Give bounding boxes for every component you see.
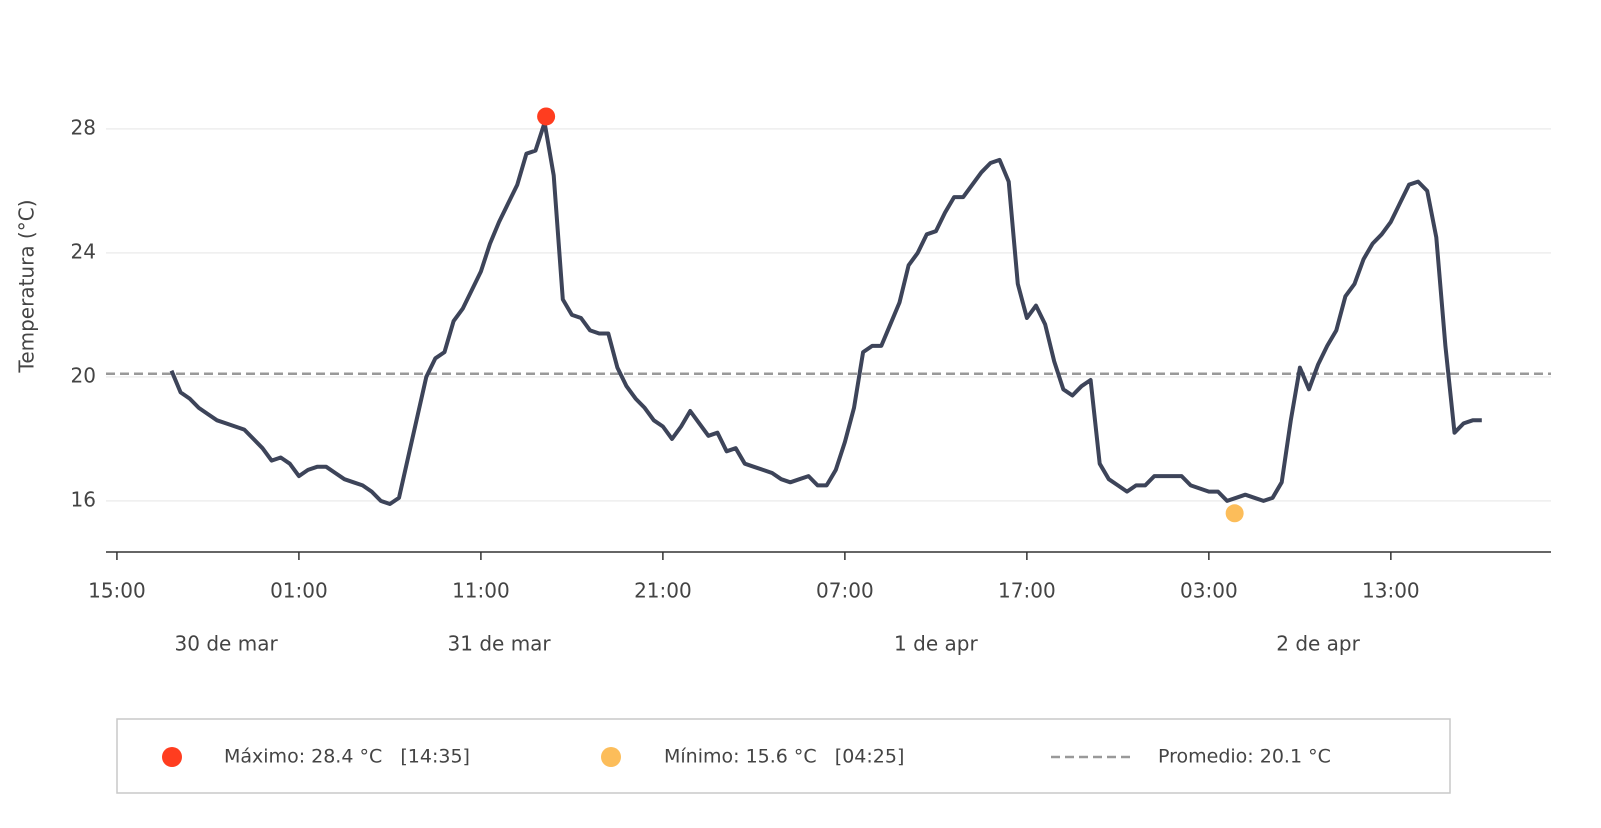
x-tick-label: 11:00 — [452, 579, 510, 603]
legend-label: Máximo: 28.4 °C [14:35] — [224, 746, 470, 768]
y-tick-label: 16 — [71, 487, 96, 511]
legend-label: Mínimo: 15.6 °C [04:25] — [664, 746, 904, 768]
max-marker — [537, 107, 556, 126]
x-tick-label: 15:00 — [88, 579, 146, 603]
day-label: 1 de apr — [894, 632, 978, 656]
legend-box — [116, 718, 1451, 794]
y-tick-label: 28 — [71, 115, 96, 139]
x-tick-label: 07:00 — [816, 579, 874, 603]
day-label: 30 de mar — [175, 632, 279, 656]
x-tick-label: 13:00 — [1362, 579, 1420, 603]
legend-marker — [162, 747, 182, 767]
day-label: 31 de mar — [448, 632, 552, 656]
y-tick-label: 24 — [71, 239, 96, 263]
day-label: 2 de apr — [1276, 632, 1360, 656]
x-tick-label: 03:00 — [1180, 579, 1238, 603]
min-marker — [1225, 504, 1244, 523]
x-tick-label: 01:00 — [270, 579, 328, 603]
y-axis-label: Temperatura (°C) — [15, 199, 39, 373]
x-tick-label: 21:00 — [634, 579, 692, 603]
x-tick-label: 17:00 — [998, 579, 1056, 603]
temperature-line — [169, 120, 1482, 506]
legend-label: Promedio: 20.1 °C — [1158, 746, 1331, 768]
y-tick-label: 20 — [71, 363, 96, 387]
legend-marker — [601, 747, 621, 767]
